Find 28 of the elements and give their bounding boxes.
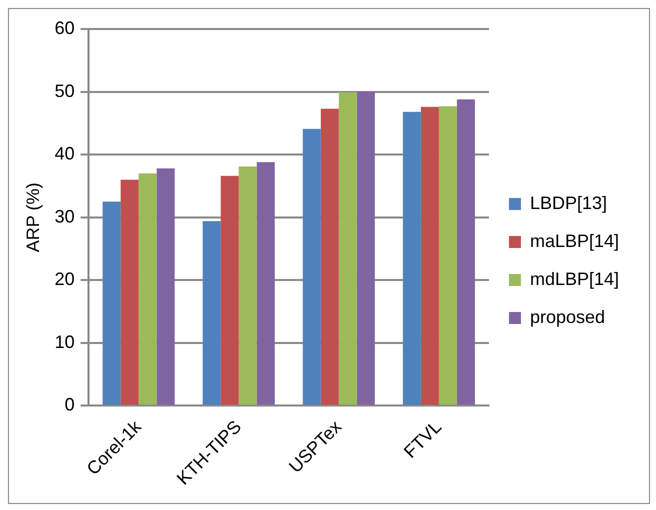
legend-label: mdLBP[14] [530, 268, 620, 289]
bar [338, 92, 357, 405]
y-tick-label: 60 [54, 18, 75, 38]
bar [120, 180, 139, 405]
y-tick-label: 30 [54, 206, 75, 226]
legend-label: proposed [530, 306, 606, 327]
bar [138, 173, 157, 405]
bar [302, 128, 321, 405]
bar [438, 106, 457, 405]
bar [320, 108, 339, 405]
bar [356, 92, 375, 405]
bar [220, 176, 239, 405]
bar [156, 168, 175, 405]
bar [238, 166, 257, 405]
y-tick-label: 10 [54, 332, 75, 352]
bar [256, 162, 275, 405]
y-tick-label: 20 [54, 269, 75, 290]
y-tick-label: 40 [54, 144, 75, 164]
legend-label: maLBP[14] [530, 230, 620, 251]
legend-label: LBDP[13] [530, 192, 607, 213]
bar [402, 112, 421, 405]
y-axis-title: ARP (%) [22, 182, 43, 252]
bar [420, 106, 439, 405]
bar [102, 202, 121, 405]
y-tick-label: 0 [64, 394, 75, 415]
bar [456, 99, 475, 405]
bar [202, 221, 221, 405]
y-tick-label: 50 [54, 80, 75, 101]
